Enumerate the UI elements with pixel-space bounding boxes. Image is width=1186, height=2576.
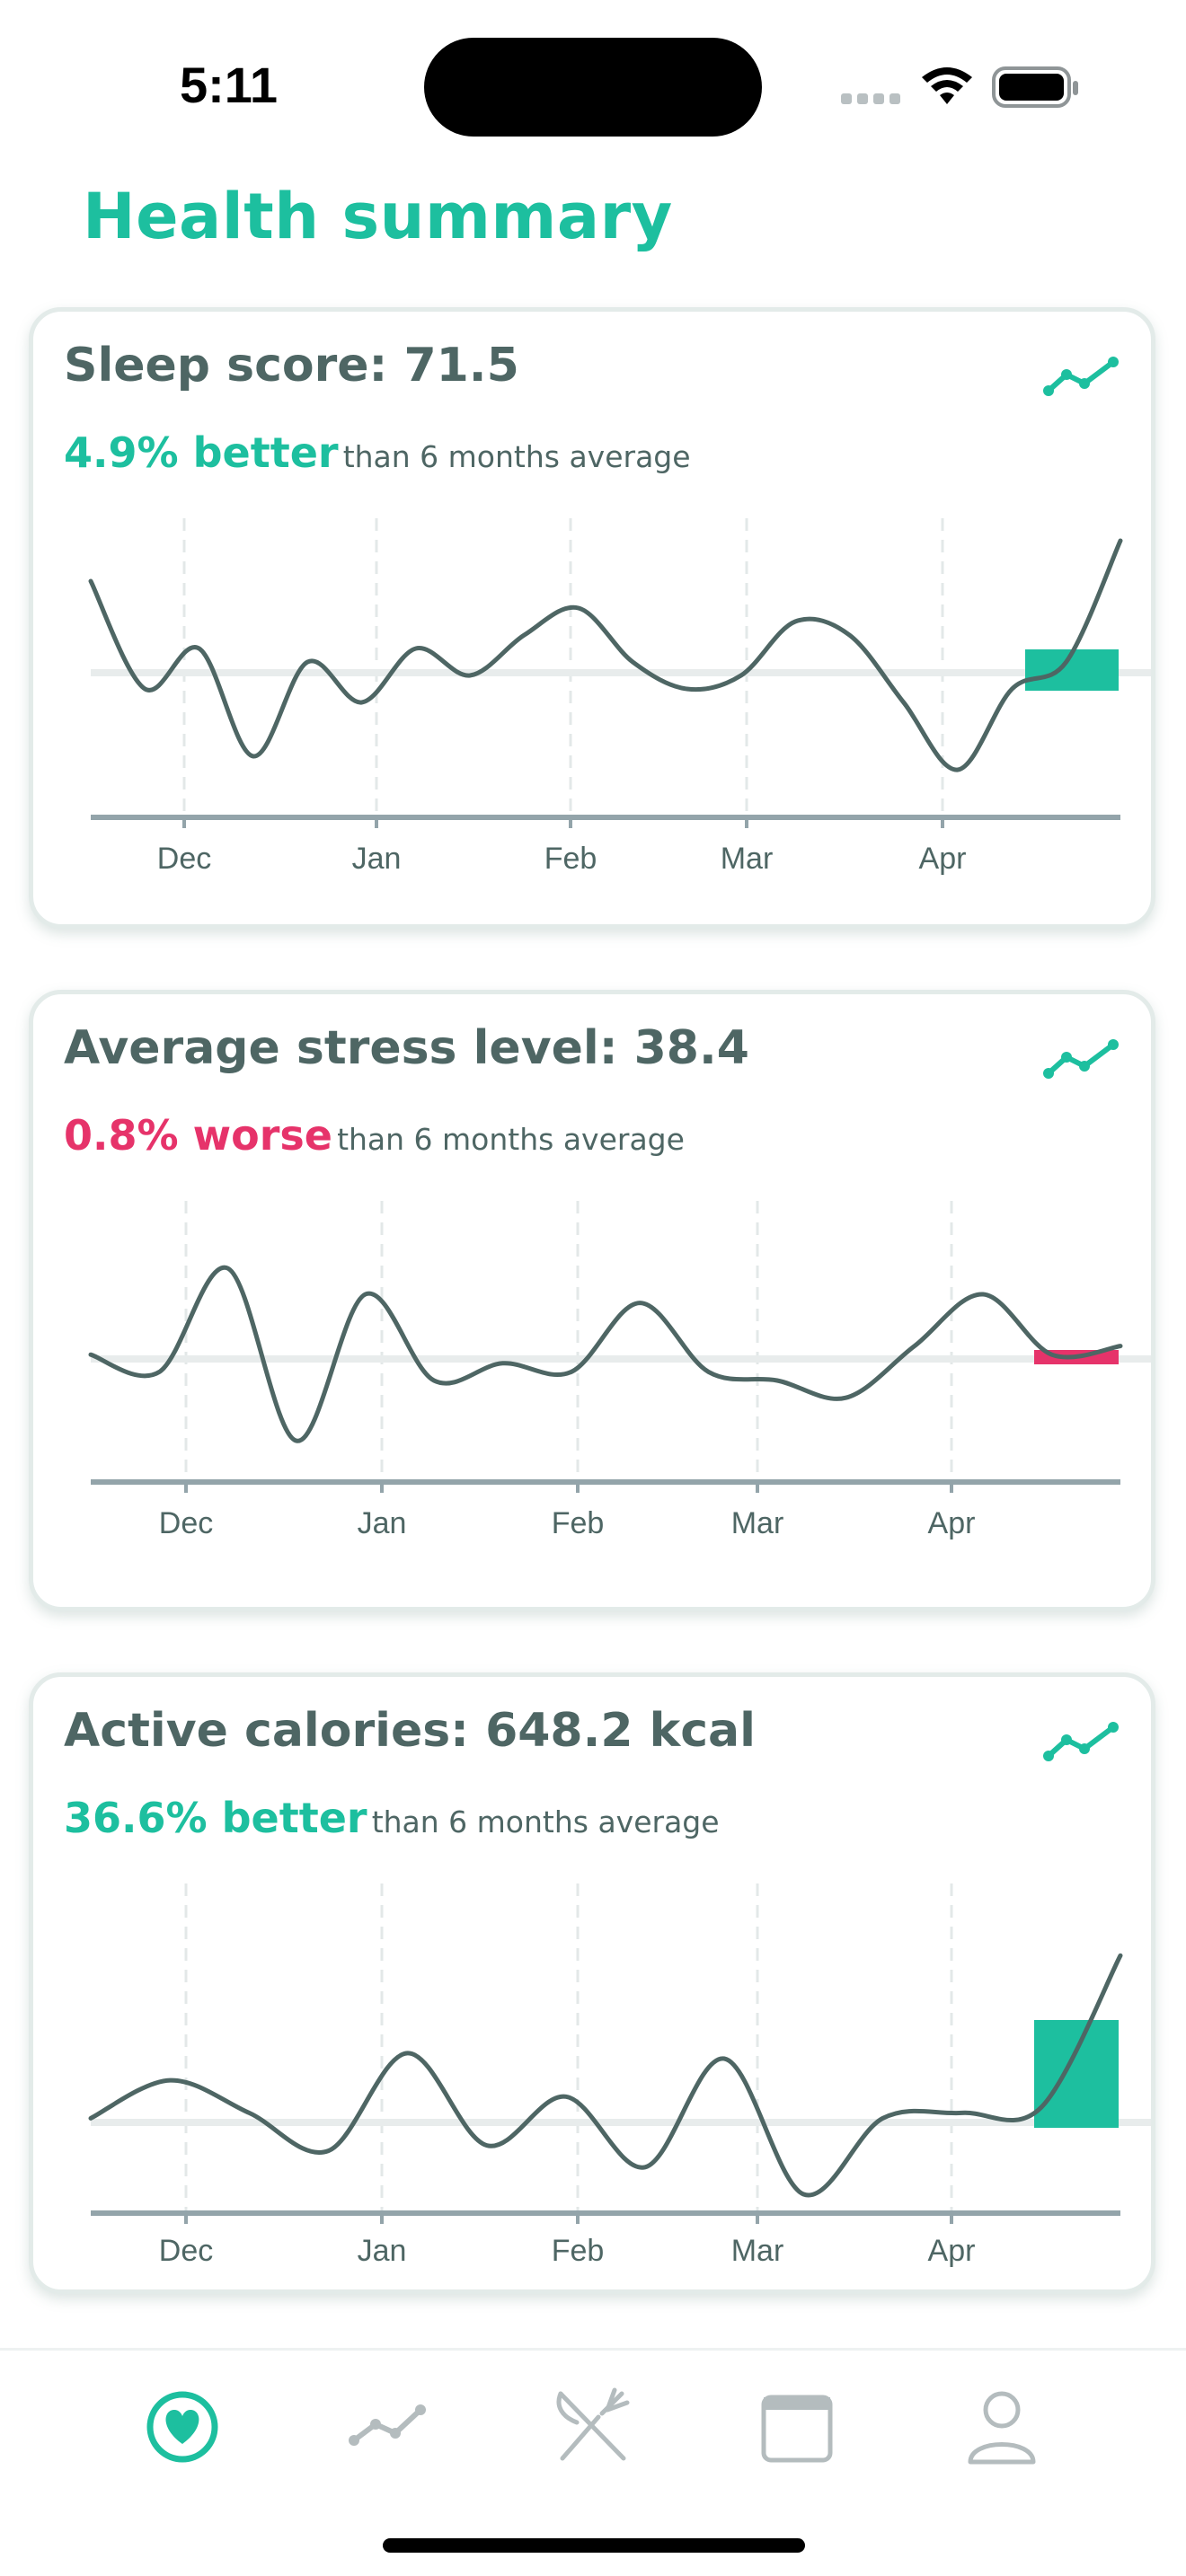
- status-icons: [841, 66, 1078, 108]
- tick-label-jan: Jan: [358, 2234, 407, 2268]
- tick-label-feb: Feb: [552, 2234, 605, 2268]
- stress-level-card[interactable]: Average stress level: 38.4 0.8% worse th…: [29, 990, 1155, 1611]
- trend-line-icon[interactable]: [1043, 1716, 1120, 1767]
- tick-label-feb: Feb: [544, 842, 597, 876]
- tick-label-mar: Mar: [721, 842, 774, 876]
- x-axis-ticks: Dec Jan Feb Mar Apr: [157, 817, 967, 876]
- battery-icon: [992, 66, 1078, 108]
- series-line: [88, 1953, 1123, 2198]
- tab-calendar-icon[interactable]: [757, 2386, 837, 2467]
- status-time: 5:11: [180, 57, 278, 113]
- tick-label-apr: Apr: [919, 842, 967, 876]
- tab-bar: [0, 2348, 1186, 2576]
- series-line: [88, 1265, 1123, 1443]
- chart-gridlines: [182, 518, 944, 817]
- comparison-text: 36.6% better than 6 months average: [64, 1794, 720, 1842]
- x-axis: [91, 1479, 1120, 1485]
- card-title: Average stress level: 38.4: [64, 1021, 749, 1075]
- average-baseline: [91, 1355, 1151, 1363]
- series-line: [88, 538, 1123, 772]
- wifi-icon: [922, 67, 972, 104]
- chart-gridlines: [184, 1201, 953, 1482]
- card-title: Active calories: 648.2 kcal: [64, 1704, 756, 1758]
- change-value: 0.8% worse: [64, 1111, 332, 1160]
- tick-label-mar: Mar: [731, 1506, 784, 1540]
- chart-gridlines: [184, 1883, 953, 2213]
- page-title: Health summary: [83, 180, 673, 253]
- tick-label-jan: Jan: [352, 842, 402, 876]
- change-value: 4.9% better: [64, 428, 339, 477]
- comparison-text: 0.8% worse than 6 months average: [64, 1111, 685, 1160]
- tab-summary-heart-icon[interactable]: [142, 2386, 223, 2467]
- comparison-text: 4.9% better than 6 months average: [64, 428, 691, 477]
- tick-label-feb: Feb: [552, 1506, 605, 1540]
- average-baseline: [91, 2119, 1151, 2126]
- tab-nutrition-fork-knife-icon[interactable]: [552, 2386, 633, 2467]
- tab-trends-trend-line-icon[interactable]: [347, 2386, 428, 2467]
- sleep-score-card[interactable]: Sleep score: 71.5 4.9% better than 6 mon…: [29, 307, 1155, 929]
- active-calories-chart: Dec Jan Feb Mar Apr: [88, 1883, 1151, 2268]
- tick-label-dec: Dec: [159, 1506, 213, 1540]
- tick-label-dec: Dec: [159, 2234, 213, 2268]
- trend-line-icon[interactable]: [1043, 351, 1120, 401]
- current-value-marker: [1034, 2020, 1119, 2128]
- tick-label-mar: Mar: [731, 2234, 784, 2268]
- change-value: 36.6% better: [64, 1794, 367, 1842]
- x-axis: [91, 2210, 1120, 2216]
- stress-level-chart: Dec Jan Feb Mar Apr: [88, 1201, 1151, 1540]
- comparison-label: than 6 months average: [337, 1122, 685, 1157]
- active-calories-card[interactable]: Active calories: 648.2 kcal 36.6% better…: [29, 1672, 1155, 2294]
- x-axis: [91, 815, 1120, 820]
- trend-line-icon[interactable]: [1043, 1034, 1120, 1084]
- x-axis-ticks: Dec Jan Feb Mar Apr: [159, 1482, 976, 1540]
- tab-profile-person-icon[interactable]: [961, 2386, 1042, 2467]
- x-axis-ticks: Dec Jan Feb Mar Apr: [159, 2213, 976, 2268]
- tick-label-apr: Apr: [928, 1506, 976, 1540]
- sleep-score-chart: Dec Jan Feb Mar Apr: [88, 518, 1151, 876]
- home-indicator: [383, 2538, 805, 2553]
- comparison-label: than 6 months average: [371, 1804, 720, 1839]
- comparison-label: than 6 months average: [342, 439, 691, 474]
- tick-label-jan: Jan: [358, 1506, 407, 1540]
- average-baseline: [91, 669, 1151, 676]
- dynamic-island: [424, 38, 762, 137]
- cellular-signal-icon: [841, 93, 900, 104]
- tick-label-apr: Apr: [928, 2234, 976, 2268]
- tick-label-dec: Dec: [157, 842, 211, 876]
- card-title: Sleep score: 71.5: [64, 339, 519, 393]
